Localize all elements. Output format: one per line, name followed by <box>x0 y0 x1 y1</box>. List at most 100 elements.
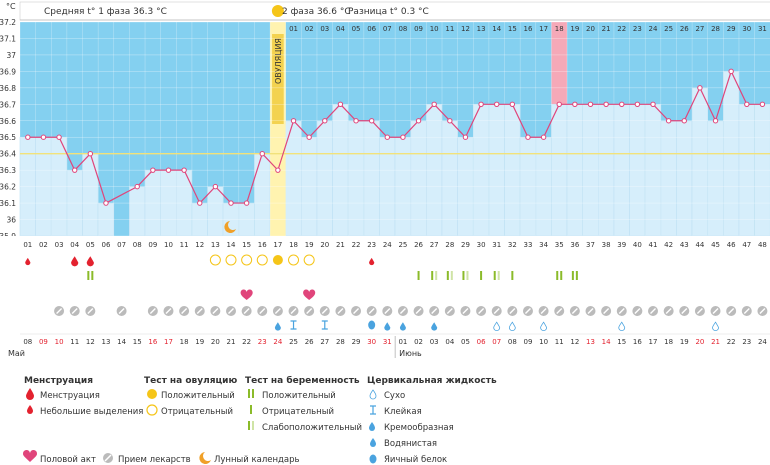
cycle-day-label: 14 <box>227 241 236 249</box>
temperature-point <box>228 200 234 206</box>
temperature-point <box>337 101 344 108</box>
preg-positive-marker <box>575 271 578 280</box>
phase2-day-label: 29 <box>727 25 736 33</box>
preg-positive-icon <box>248 389 254 398</box>
ov-negative-marker <box>209 254 221 266</box>
cycle-day-label: 27 <box>430 241 439 249</box>
date-label: 20 <box>695 338 704 346</box>
menstruation-marker <box>71 256 79 267</box>
cervical-watery-icon <box>370 438 376 447</box>
phase2-day-label: 01 <box>289 25 298 33</box>
phase2-day-label: 20 <box>586 25 595 33</box>
meds-marker-slash <box>603 308 610 314</box>
y-tick-label: 36.5 <box>0 133 16 142</box>
phase2-day-label: 13 <box>477 25 486 33</box>
date-label: 09 <box>39 338 48 346</box>
temp-bar <box>82 153 99 237</box>
temperature-point <box>243 200 250 206</box>
legend-spotting-item: Небольшие выделения <box>40 407 144 417</box>
cervical-marker <box>384 322 391 331</box>
meds-marker-slash <box>524 308 531 314</box>
date-label: 16 <box>148 338 157 346</box>
meds-marker-slash <box>493 308 500 314</box>
date-label: 19 <box>195 338 204 346</box>
legend-meds: Прием лекарств <box>118 455 191 465</box>
cycle-day-label: 12 <box>195 241 204 249</box>
legend-preg-positive: Положительный <box>262 391 336 401</box>
date-label: 14 <box>117 338 126 346</box>
header-phase2: 2 фаза 36.6 °C <box>282 7 351 17</box>
date-label: 14 <box>602 338 611 346</box>
temp-bar <box>410 120 427 237</box>
cervical-marker <box>712 321 719 331</box>
phase2-day-label: 22 <box>617 25 626 33</box>
date-label: 12 <box>86 338 95 346</box>
temp-bar <box>691 87 709 237</box>
temperature-point <box>431 101 437 108</box>
cycle-day-label: 17 <box>273 241 282 249</box>
temp-bar <box>707 120 724 237</box>
date-label: 26 <box>305 338 314 346</box>
phase2-day-label: 03 <box>320 25 329 33</box>
legend-sex: Половой акт <box>40 455 96 465</box>
temperature-point <box>290 118 297 124</box>
cycle-day-strip <box>0 236 770 250</box>
temperature-point <box>619 101 625 108</box>
menstruation-icon <box>26 388 34 400</box>
cycle-day-label: 42 <box>664 241 673 249</box>
y-tick-label: 36.1 <box>0 199 16 208</box>
meds-marker-slash <box>478 308 485 314</box>
temperature-point <box>462 134 469 140</box>
menstruation-marker <box>86 256 94 267</box>
meds-marker-slash <box>712 308 719 314</box>
cervical-marker <box>368 320 376 330</box>
preg-weak-marker <box>493 271 496 280</box>
cervical-creamy-icon <box>369 422 375 431</box>
cycle-day-label: 08 <box>133 241 142 249</box>
date-label: 05 <box>461 338 470 346</box>
date-label: 08 <box>23 338 32 346</box>
meds-marker-slash <box>650 308 657 314</box>
cycle-day-label: 10 <box>164 241 173 249</box>
ov-negative-marker <box>303 254 315 266</box>
meds-marker-slash <box>149 308 156 314</box>
cycle-day-label: 19 <box>305 241 314 249</box>
meds-marker-slash <box>337 308 344 314</box>
temp-bar <box>363 120 380 237</box>
preg-negative-marker <box>511 271 514 280</box>
preg-weak-marker <box>435 271 438 280</box>
y-tick-label: 37 <box>6 51 16 60</box>
cycle-day-label: 13 <box>211 241 220 249</box>
meds-marker-slash <box>228 308 234 314</box>
sex-marker <box>240 289 253 300</box>
meds-marker-slash <box>384 308 391 314</box>
phase2-day-label: 31 <box>758 25 767 33</box>
date-label: 23 <box>258 338 267 346</box>
temperature-point <box>494 101 500 108</box>
temperature-point <box>56 134 62 140</box>
cycle-day-label: 24 <box>383 241 392 249</box>
temp-bar <box>207 186 224 237</box>
date-label: 18 <box>180 338 189 346</box>
date-label: 16 <box>633 338 642 346</box>
ov-negative-icon <box>146 404 158 416</box>
meds-marker-slash <box>71 308 78 314</box>
cycle-day-label: 01 <box>23 241 32 249</box>
cycle-day-label: 35 <box>555 241 564 249</box>
ov-negative-marker <box>241 254 253 266</box>
sex-icon <box>22 449 38 462</box>
temperature-point <box>556 101 562 108</box>
phase2-day-label: 19 <box>570 25 579 33</box>
y-tick-label: 36.3 <box>0 166 16 175</box>
moon-marker <box>224 221 237 233</box>
phase2-day-label: 18 <box>555 25 564 33</box>
cycle-day-label: 15 <box>242 241 251 249</box>
date-label: 22 <box>727 338 736 346</box>
meds-marker-slash <box>540 308 547 314</box>
cervical-marker <box>321 320 328 330</box>
legend-icons <box>22 388 377 464</box>
date-label: 09 <box>524 338 533 346</box>
date-label: 29 <box>352 338 361 346</box>
temperature-point <box>681 118 687 124</box>
